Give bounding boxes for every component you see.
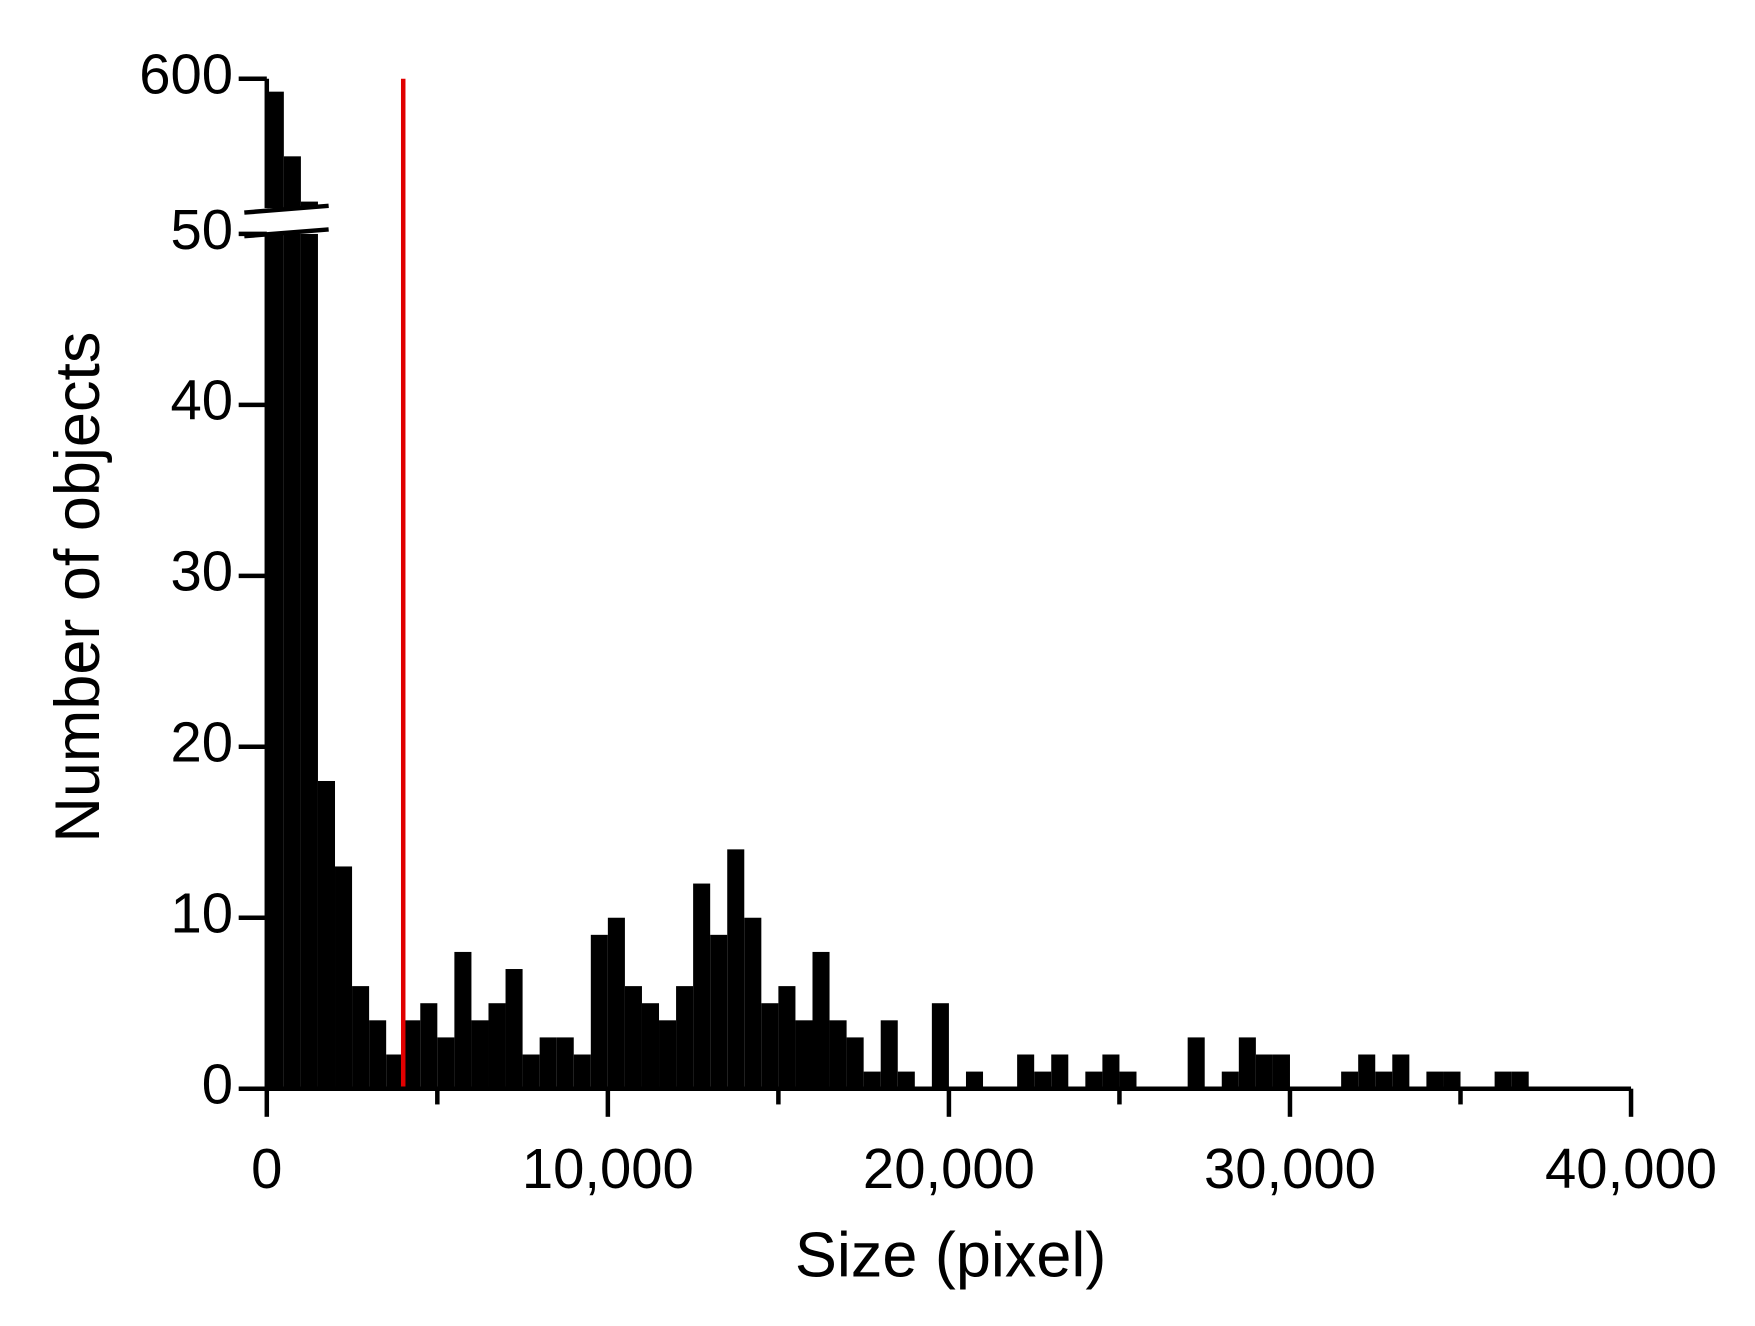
bar <box>1238 1037 1256 1089</box>
bar <box>1255 1054 1273 1089</box>
bar <box>829 1020 847 1089</box>
bar <box>624 986 642 1089</box>
bar <box>471 1020 489 1089</box>
y-tick-label: 50 <box>171 198 234 261</box>
bar <box>420 1003 438 1089</box>
bar <box>437 1037 455 1089</box>
axis-break <box>244 203 329 215</box>
bar <box>556 1037 574 1089</box>
bar <box>266 233 284 1089</box>
bar <box>1392 1054 1410 1089</box>
bar <box>676 986 694 1089</box>
bar <box>1221 1071 1239 1089</box>
bar <box>1358 1054 1376 1089</box>
bar <box>505 969 523 1089</box>
bar <box>1187 1037 1205 1089</box>
bar <box>744 917 762 1089</box>
bar <box>965 1071 984 1089</box>
bar <box>1085 1071 1103 1089</box>
bar <box>522 1054 540 1089</box>
bar <box>795 1020 813 1089</box>
bar <box>880 1020 898 1089</box>
bar <box>300 233 318 1089</box>
bar <box>1443 1071 1461 1089</box>
bar <box>1102 1054 1120 1089</box>
bar <box>897 1071 915 1089</box>
bar <box>1375 1071 1393 1089</box>
y-tick-label: 600 <box>139 43 233 106</box>
x-tick-label: 10,000 <box>522 1137 694 1200</box>
y-tick-label: 20 <box>171 711 234 774</box>
bar <box>454 951 472 1089</box>
bar <box>369 1020 387 1089</box>
bar <box>403 1020 421 1089</box>
bar <box>590 934 608 1089</box>
bar <box>1511 1071 1529 1089</box>
bar <box>283 233 301 1089</box>
bar <box>641 1003 660 1089</box>
x-axis-label: Size (pixel) <box>795 1221 1106 1291</box>
x-tick-label: 40,000 <box>1545 1137 1717 1200</box>
bar <box>846 1037 864 1089</box>
bar <box>1034 1071 1052 1089</box>
bar <box>1426 1071 1444 1089</box>
bar <box>710 934 728 1089</box>
bar-upper <box>283 156 301 209</box>
bar <box>812 951 830 1089</box>
bar <box>931 1003 949 1089</box>
bar <box>727 849 745 1089</box>
bar <box>693 883 711 1089</box>
bar <box>488 1003 506 1089</box>
bar <box>659 1020 677 1089</box>
bar <box>1272 1054 1290 1089</box>
bar <box>1017 1054 1035 1089</box>
bar <box>1119 1071 1137 1089</box>
bar <box>607 917 625 1089</box>
y-tick-label: 0 <box>202 1053 233 1116</box>
y-axis-label: Number of objects <box>43 332 113 843</box>
y-tick-label: 30 <box>171 540 234 603</box>
bar <box>573 1054 591 1089</box>
bar <box>778 986 796 1089</box>
bar <box>386 1054 404 1089</box>
bar <box>335 866 353 1089</box>
bar <box>539 1037 557 1089</box>
bar <box>1341 1071 1359 1089</box>
bar <box>317 780 336 1089</box>
y-tick-label: 10 <box>171 882 234 945</box>
x-tick-label: 20,000 <box>863 1137 1035 1200</box>
bar-upper <box>300 201 318 209</box>
y-tick-label: 40 <box>171 369 234 432</box>
bar <box>1051 1054 1069 1089</box>
bar <box>1494 1071 1512 1089</box>
x-tick-label: 30,000 <box>1204 1137 1376 1200</box>
bar-upper <box>266 91 284 209</box>
bar <box>352 986 370 1089</box>
x-tick-label: 0 <box>251 1137 282 1200</box>
bar <box>761 1003 779 1089</box>
bar <box>863 1071 881 1089</box>
